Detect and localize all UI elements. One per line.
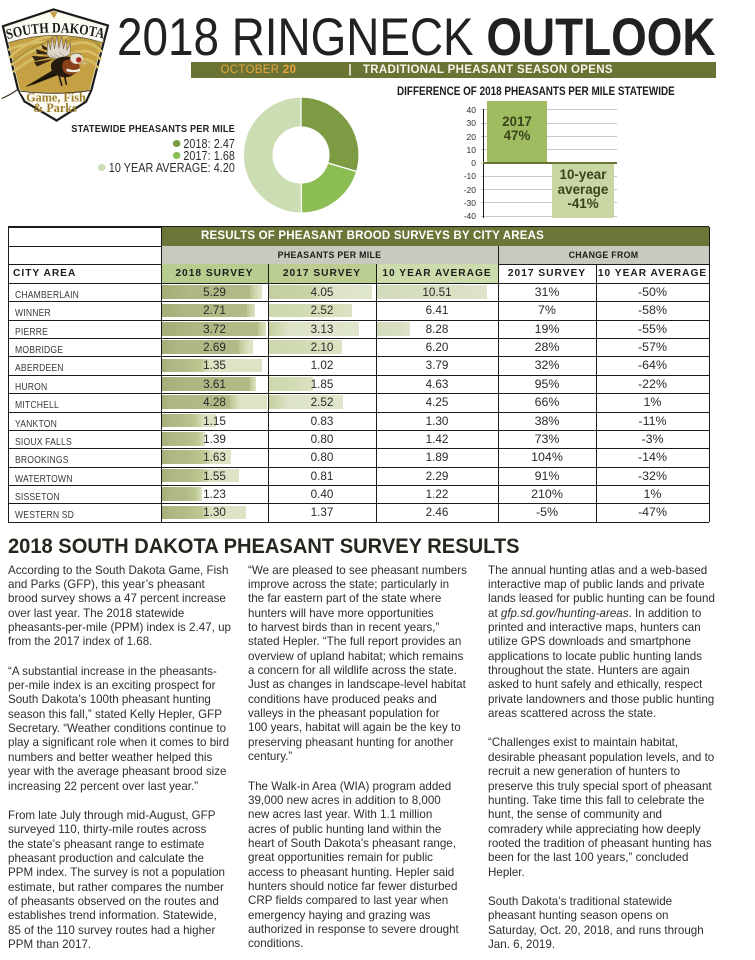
svg-text:Game, Fish: Game, Fish <box>26 91 86 105</box>
svg-text:SOUTH DAKOTA: SOUTH DAKOTA <box>4 20 106 43</box>
svg-text:& Parks: & Parks <box>33 101 77 115</box>
